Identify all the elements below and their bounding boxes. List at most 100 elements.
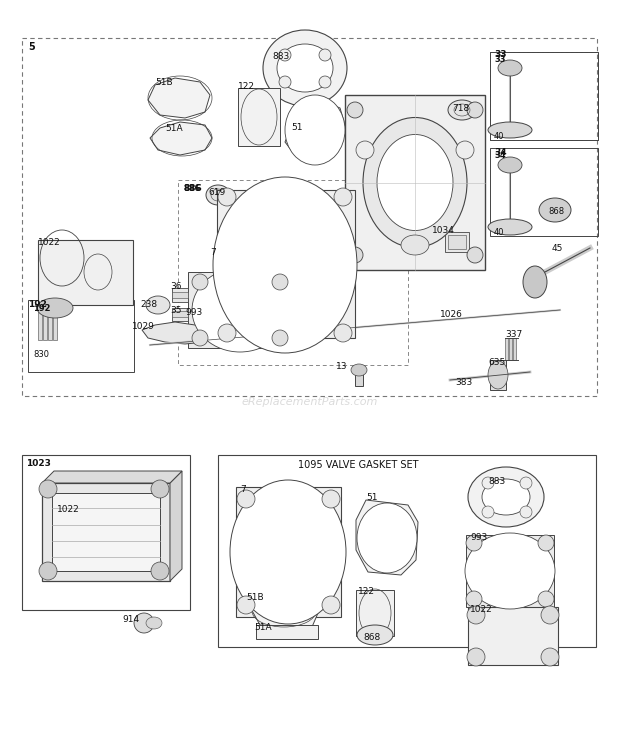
Text: 51: 51 bbox=[366, 493, 378, 502]
Bar bbox=[490, 360, 506, 390]
Bar bbox=[38, 312, 42, 340]
Bar bbox=[355, 368, 363, 386]
Ellipse shape bbox=[488, 122, 532, 138]
Ellipse shape bbox=[213, 177, 357, 353]
Ellipse shape bbox=[272, 330, 288, 346]
Text: 192: 192 bbox=[28, 300, 47, 309]
Polygon shape bbox=[188, 272, 292, 348]
Ellipse shape bbox=[498, 60, 522, 76]
Text: 886: 886 bbox=[184, 184, 203, 193]
Text: 883: 883 bbox=[272, 52, 290, 61]
Ellipse shape bbox=[39, 562, 57, 580]
Text: 51B: 51B bbox=[246, 593, 264, 602]
Ellipse shape bbox=[541, 606, 559, 624]
Text: 718: 718 bbox=[452, 104, 469, 113]
Text: 36: 36 bbox=[170, 282, 182, 291]
Text: 51A: 51A bbox=[165, 124, 183, 133]
Text: 192: 192 bbox=[33, 304, 50, 313]
Text: 1095 VALVE GASKET SET: 1095 VALVE GASKET SET bbox=[298, 460, 418, 470]
Text: 7: 7 bbox=[210, 248, 216, 257]
Ellipse shape bbox=[488, 361, 508, 389]
Bar bbox=[178, 180, 408, 365]
Ellipse shape bbox=[363, 118, 467, 248]
Ellipse shape bbox=[237, 596, 255, 614]
Bar bbox=[48, 312, 52, 340]
Text: 914: 914 bbox=[122, 615, 139, 624]
Polygon shape bbox=[148, 78, 210, 118]
Text: 868: 868 bbox=[548, 207, 564, 216]
Text: eReplacementParts.com: eReplacementParts.com bbox=[242, 397, 378, 407]
Ellipse shape bbox=[401, 235, 429, 255]
Bar bbox=[256, 625, 318, 639]
Text: 5: 5 bbox=[28, 42, 35, 52]
Ellipse shape bbox=[192, 330, 208, 346]
Ellipse shape bbox=[319, 49, 331, 61]
Bar bbox=[22, 38, 597, 396]
Text: 635: 635 bbox=[488, 358, 505, 367]
Text: 993: 993 bbox=[185, 308, 202, 317]
Ellipse shape bbox=[347, 102, 363, 118]
Ellipse shape bbox=[279, 76, 291, 88]
Text: 33: 33 bbox=[494, 55, 505, 64]
Ellipse shape bbox=[465, 533, 555, 609]
Text: 13: 13 bbox=[336, 362, 347, 371]
Ellipse shape bbox=[356, 141, 374, 159]
Ellipse shape bbox=[482, 479, 530, 515]
Bar bbox=[513, 338, 516, 360]
Text: 40: 40 bbox=[494, 228, 505, 237]
Text: 1022: 1022 bbox=[470, 605, 493, 614]
Ellipse shape bbox=[467, 247, 483, 263]
Ellipse shape bbox=[523, 266, 547, 298]
Ellipse shape bbox=[482, 477, 494, 489]
Ellipse shape bbox=[467, 606, 485, 624]
Bar bbox=[28, 300, 134, 372]
Ellipse shape bbox=[218, 324, 236, 342]
Bar bbox=[38, 240, 133, 305]
Ellipse shape bbox=[218, 188, 236, 206]
Polygon shape bbox=[150, 122, 212, 155]
Ellipse shape bbox=[334, 324, 352, 342]
Text: 33: 33 bbox=[494, 50, 507, 59]
Ellipse shape bbox=[520, 477, 532, 489]
Ellipse shape bbox=[377, 135, 453, 231]
Ellipse shape bbox=[541, 648, 559, 666]
Text: 122: 122 bbox=[358, 587, 375, 596]
Polygon shape bbox=[250, 595, 318, 627]
Bar bbox=[490, 52, 598, 140]
Ellipse shape bbox=[319, 76, 331, 88]
Bar bbox=[42, 483, 170, 581]
Ellipse shape bbox=[538, 535, 554, 551]
Ellipse shape bbox=[347, 247, 363, 263]
Bar bbox=[52, 493, 160, 571]
Text: 868: 868 bbox=[363, 633, 380, 642]
Ellipse shape bbox=[357, 503, 417, 573]
Text: 1022: 1022 bbox=[57, 505, 80, 514]
Bar bbox=[236, 487, 341, 617]
Bar bbox=[445, 232, 469, 252]
Text: 883: 883 bbox=[488, 477, 505, 486]
Text: 619: 619 bbox=[208, 188, 225, 197]
Text: 886: 886 bbox=[184, 184, 202, 193]
Ellipse shape bbox=[37, 298, 73, 318]
Polygon shape bbox=[356, 500, 418, 575]
Bar bbox=[505, 338, 508, 360]
Ellipse shape bbox=[146, 617, 162, 629]
Ellipse shape bbox=[39, 480, 57, 498]
Ellipse shape bbox=[334, 188, 352, 206]
Ellipse shape bbox=[263, 30, 347, 106]
Bar bbox=[468, 607, 558, 665]
Ellipse shape bbox=[285, 95, 345, 165]
Ellipse shape bbox=[151, 562, 169, 580]
Text: 1022: 1022 bbox=[38, 238, 61, 247]
Ellipse shape bbox=[230, 480, 346, 624]
Text: 40: 40 bbox=[494, 132, 505, 141]
Text: 45: 45 bbox=[552, 244, 564, 253]
Bar bbox=[172, 292, 188, 298]
Bar bbox=[172, 288, 188, 302]
Ellipse shape bbox=[279, 49, 291, 61]
Ellipse shape bbox=[466, 591, 482, 607]
Text: 1034: 1034 bbox=[432, 226, 455, 235]
Ellipse shape bbox=[467, 102, 483, 118]
Text: 993: 993 bbox=[470, 533, 487, 542]
Bar bbox=[172, 311, 188, 317]
